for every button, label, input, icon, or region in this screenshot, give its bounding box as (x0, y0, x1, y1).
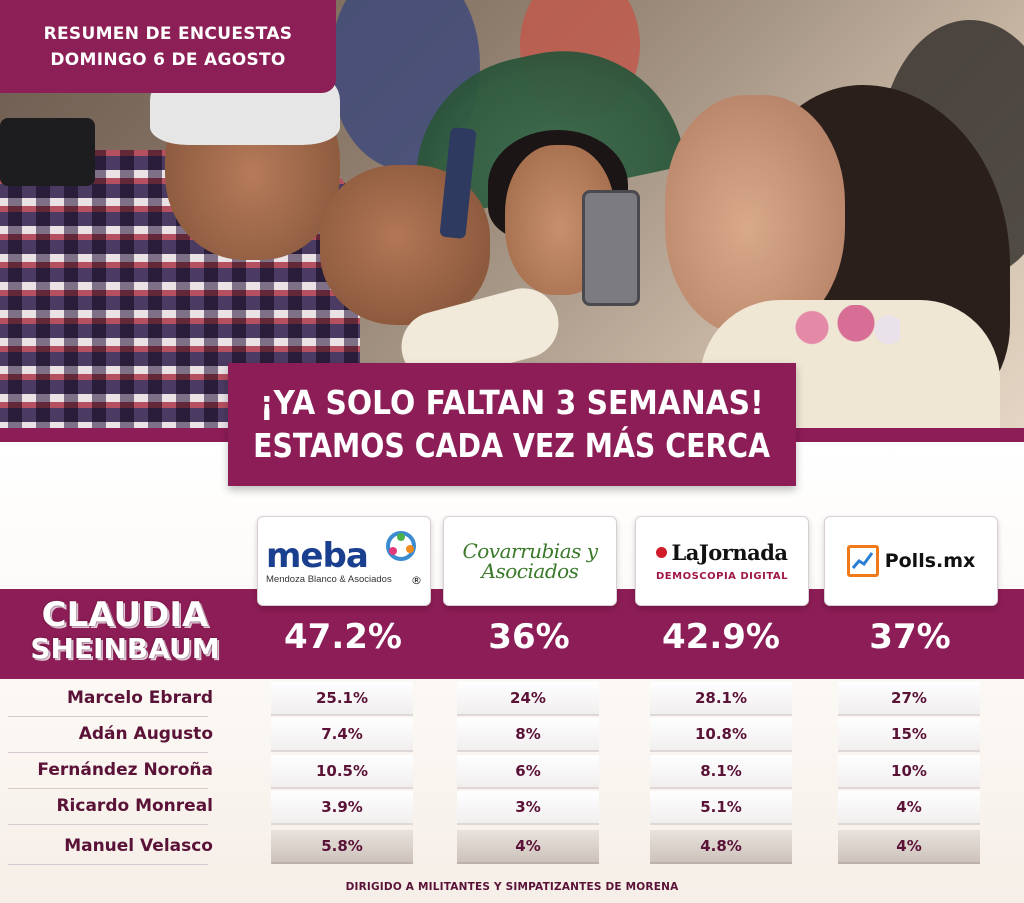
leader-last-name: SHEINBAUM (30, 632, 220, 665)
pollster-logo-meba: meba Mendoza Blanco & Asociados ® (257, 516, 431, 606)
pollsmx-wordmark: Polls.mx (884, 550, 976, 572)
cell-value: 8% (457, 718, 599, 752)
cell-value: 7.4% (271, 718, 413, 752)
rally-photo (0, 0, 1024, 430)
cell-value: 15% (838, 718, 980, 752)
cell-value: 4.8% (650, 830, 792, 864)
meba-subtitle: Mendoza Blanco & Asociados (266, 573, 392, 585)
leader-first-name: CLAUDIA (41, 595, 209, 635)
candidate-name: Marcelo Ebrard (67, 688, 213, 708)
footer-note: DIRIGIDO A MILITANTES Y SIMPATIZANTES DE… (345, 881, 679, 893)
leader-value-pollsmx: 37% (869, 617, 951, 657)
meba-wordmark: meba (266, 535, 369, 576)
candidate-name: Ricardo Monreal (56, 796, 213, 816)
lajornada-subtitle: DEMOSCOPIA DIGITAL (655, 571, 788, 582)
registered-mark: ® (411, 574, 422, 587)
header-title-line2: DOMINGO 6 DE AGOSTO (50, 49, 286, 70)
chart-frame-icon (846, 545, 879, 577)
row-divider (8, 752, 208, 753)
cell-value: 28.1% (650, 682, 792, 716)
row-divider (8, 824, 208, 825)
header-title-line1: RESUMEN DE ENCUESTAS (43, 23, 293, 44)
cell-value: 24% (457, 682, 599, 716)
meba-logo-icon (386, 531, 416, 561)
cell-value: 10.8% (650, 718, 792, 752)
leader-name: CLAUDIA SHEINBAUM (10, 597, 240, 665)
row-divider (8, 716, 208, 717)
pollster-logo-pollsmx: Polls.mx (824, 516, 998, 606)
cell-value: 10% (838, 755, 980, 789)
cell-value: 6% (457, 755, 599, 789)
cell-value: 5.1% (650, 791, 792, 825)
cell-value: 3.9% (271, 791, 413, 825)
cell-value: 8.1% (650, 755, 792, 789)
headline-banner: ¡YA SOLO FALTAN 3 SEMANAS! ESTAMOS CADA … (228, 363, 796, 486)
covarrubias-wordmark: Covarrubias y Asociados (462, 539, 598, 583)
leader-value-covarrubias: 36% (488, 617, 570, 657)
pollster-logo-covarrubias: Covarrubias y Asociados (443, 516, 617, 606)
candidate-name: Adán Augusto (78, 724, 213, 744)
candidate-name: Manuel Velasco (64, 836, 213, 856)
lajornada-dot-icon (656, 547, 668, 558)
cell-value: 10.5% (271, 755, 413, 789)
cell-value: 5.8% (271, 830, 413, 864)
cell-value: 4% (838, 791, 980, 825)
headline-line1: ¡YA SOLO FALTAN 3 SEMANAS! (260, 382, 764, 422)
cell-value: 27% (838, 682, 980, 716)
covarrubias-line2: Asociados (481, 559, 579, 583)
leader-value-meba: 47.2% (284, 617, 402, 657)
header-badge: RESUMEN DE ENCUESTAS DOMINGO 6 DE AGOSTO (0, 0, 336, 93)
row-divider (8, 788, 208, 789)
covarrubias-line1: Covarrubias y (462, 539, 598, 563)
leader-value-lajornada: 42.9% (662, 617, 780, 657)
lajornada-wordmark: LaJornada (671, 540, 788, 565)
headline-line2: ESTAMOS CADA VEZ MÁS CERCA (253, 425, 771, 465)
pollster-logo-lajornada: LaJornada DEMOSCOPIA DIGITAL (635, 516, 809, 606)
cell-value: 25.1% (271, 682, 413, 716)
cell-value: 4% (457, 830, 599, 864)
cell-value: 4% (838, 830, 980, 864)
cell-value: 3% (457, 791, 599, 825)
candidate-name: Fernández Noroña (37, 760, 213, 780)
row-divider (8, 864, 208, 865)
